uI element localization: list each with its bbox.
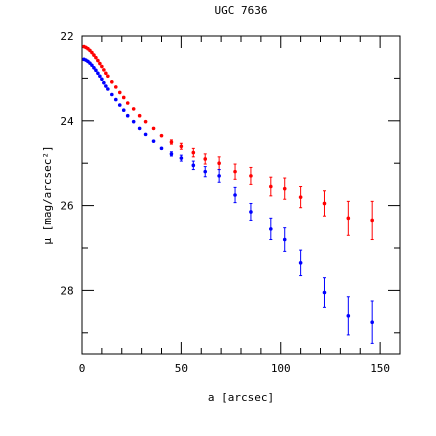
data-point — [98, 61, 102, 66]
data-point — [113, 97, 118, 102]
data-point — [94, 68, 98, 73]
series-1 — [82, 44, 374, 241]
data-point — [100, 77, 104, 82]
data-point — [298, 261, 303, 265]
data-point — [131, 119, 136, 124]
data-point — [269, 184, 273, 189]
data-point — [100, 64, 104, 69]
x-tick-label: 100 — [271, 362, 291, 375]
data-point — [131, 107, 136, 111]
data-point — [96, 58, 100, 63]
data-point — [125, 101, 130, 105]
y-tick-label: 24 — [60, 115, 74, 128]
data-point — [98, 74, 102, 79]
data-point — [125, 113, 130, 118]
data-point — [102, 68, 106, 72]
data-point — [137, 113, 142, 118]
data-point — [203, 157, 208, 161]
series-2 — [82, 57, 374, 344]
data-point — [151, 126, 156, 131]
data-point — [117, 103, 122, 107]
data-point — [104, 84, 108, 88]
data-point — [159, 146, 164, 151]
data-point — [121, 95, 126, 100]
data-point — [191, 163, 196, 168]
x-tick-label: 50 — [175, 362, 188, 375]
data-point — [233, 169, 237, 174]
data-point — [137, 126, 142, 131]
data-point — [96, 71, 100, 76]
data-point — [370, 320, 374, 325]
data-point — [249, 174, 253, 178]
data-point — [90, 50, 94, 55]
data-point — [106, 74, 110, 79]
data-point — [298, 195, 303, 199]
x-axis-label: a [arcsec] — [208, 391, 274, 404]
data-point — [113, 85, 118, 89]
data-point — [322, 290, 327, 295]
x-tick-label: 0 — [79, 362, 86, 375]
data-point — [94, 55, 98, 60]
data-point — [110, 79, 114, 84]
x-tick-labels: 0 50 100 150 — [79, 362, 390, 375]
data-point — [233, 193, 237, 197]
data-point — [179, 144, 184, 149]
data-point — [370, 218, 374, 223]
data-point — [151, 139, 156, 143]
data-point — [179, 156, 184, 160]
data-point — [159, 133, 164, 138]
data-point — [346, 216, 351, 221]
data-point — [217, 161, 221, 165]
data-point — [282, 186, 287, 191]
y-tick-label: 28 — [60, 284, 73, 297]
x-tick-label: 150 — [370, 362, 390, 375]
chart-title: UGC 7636 — [215, 4, 268, 17]
data-point — [191, 150, 196, 155]
y-tick-labels: 22 24 26 28 — [60, 30, 74, 297]
data-point — [169, 152, 174, 156]
plot-frame — [81, 35, 401, 355]
data-point — [117, 90, 122, 95]
y-tick-label: 26 — [60, 200, 73, 213]
data-point — [92, 66, 96, 70]
data-point — [249, 210, 253, 214]
data-point — [90, 63, 94, 68]
data-point — [102, 80, 106, 85]
data-point — [346, 314, 351, 318]
data-point — [92, 53, 96, 57]
data-point — [104, 71, 108, 76]
y-axis-label: μ [mag/arcsec²] — [41, 145, 54, 244]
data-point — [203, 169, 208, 174]
data-point — [106, 87, 110, 91]
data-point — [322, 201, 327, 206]
series-layer — [82, 44, 374, 344]
data-point — [269, 227, 273, 231]
data-point — [169, 140, 174, 144]
ticks — [81, 35, 401, 354]
data-point — [143, 119, 148, 124]
data-point — [282, 237, 287, 242]
data-point — [121, 108, 126, 112]
data-point — [143, 132, 148, 137]
data-point — [217, 174, 221, 178]
data-point — [110, 92, 114, 97]
y-tick-label: 22 — [60, 30, 73, 43]
